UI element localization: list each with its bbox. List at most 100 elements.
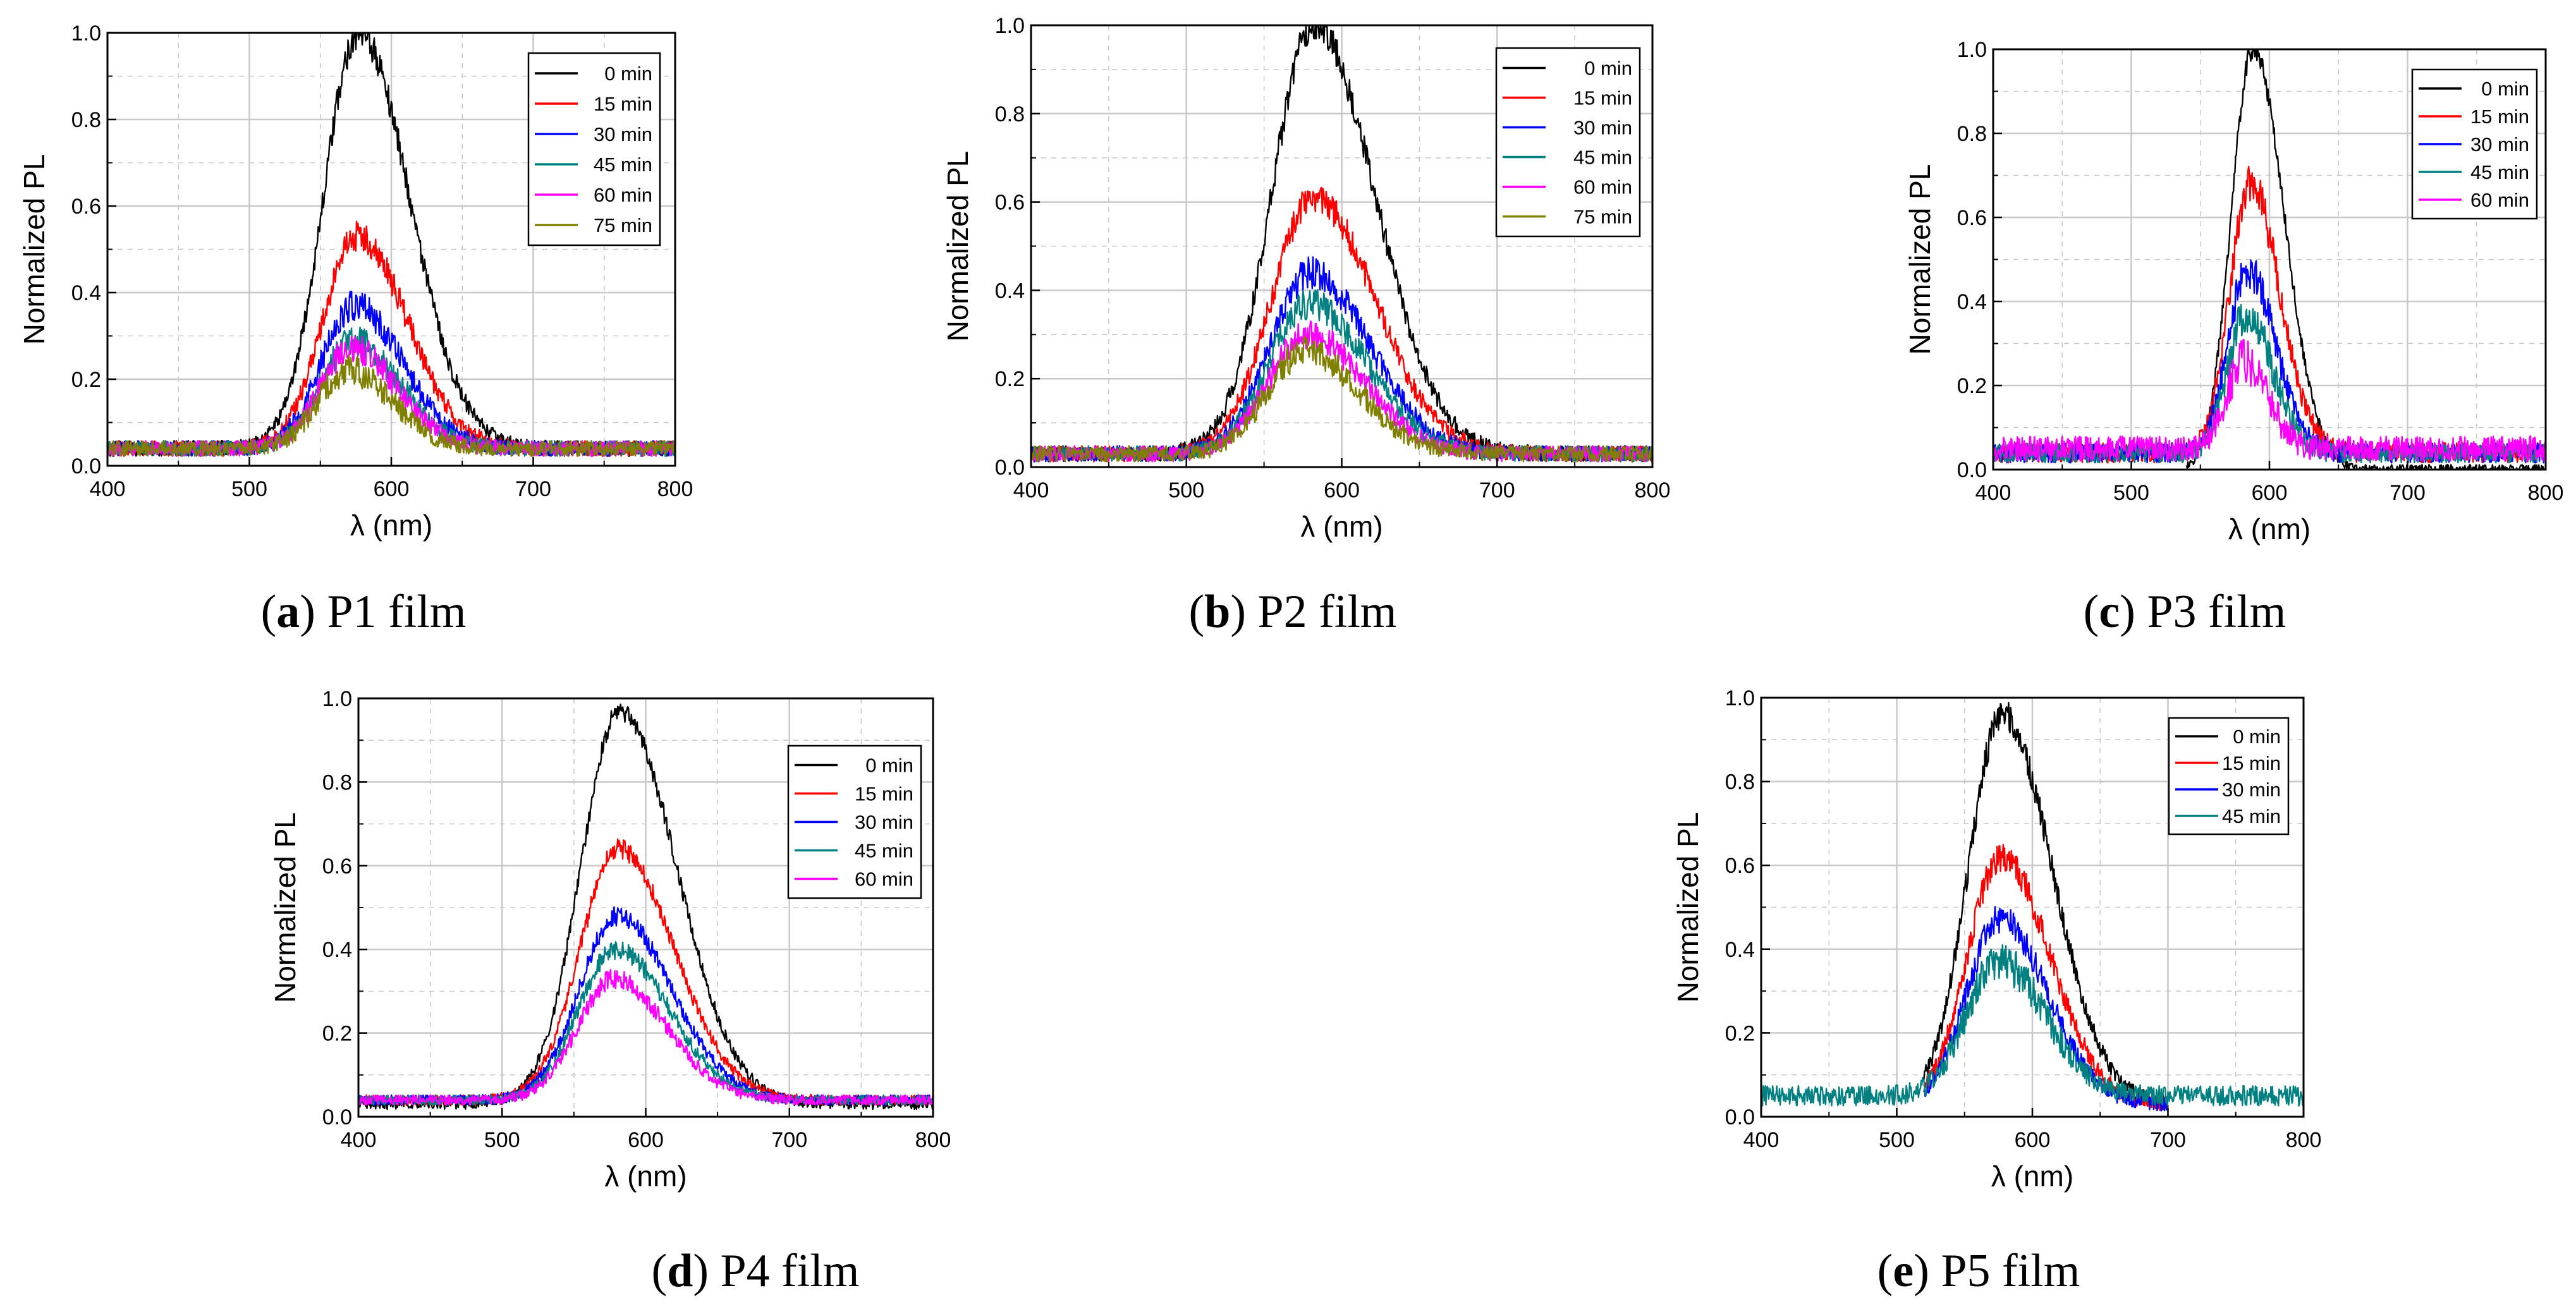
panel-caption-c: (c) P3 film xyxy=(2084,586,2286,638)
chart-panel-b: 400 500 600 700 800 0.0 0.2 0.4 0.6 0.8 1.0 λ (nm) N… xyxy=(941,14,1670,638)
y-axis-label: Normalized PL xyxy=(941,151,974,342)
caption-letter: e xyxy=(1893,1245,1914,1297)
series-line-75-min xyxy=(1031,336,1652,463)
series-line-45-min xyxy=(1031,289,1652,463)
caption-text: ) P5 film xyxy=(1914,1245,2080,1297)
y-tick-label: 0.4 xyxy=(995,279,1025,303)
caption-text: ) P4 film xyxy=(693,1245,859,1297)
legend-label: 15 min xyxy=(594,93,652,115)
panel-caption-b: (b) P2 film xyxy=(1189,586,1397,638)
x-tick-label: 600 xyxy=(2252,481,2288,505)
legend-label: 60 min xyxy=(1573,176,1632,198)
legend-label: 45 min xyxy=(594,154,652,176)
legend-label: 0 min xyxy=(1584,58,1632,80)
series-group-d xyxy=(358,703,933,1110)
x-axis-label: λ (nm) xyxy=(1300,510,1383,543)
legend-label: 45 min xyxy=(2222,805,2281,827)
series-group-e xyxy=(1761,702,2304,1112)
legend-e: 0 min 15 min 30 min 45 min xyxy=(2168,717,2290,836)
legend-label: 75 min xyxy=(594,214,652,236)
legend-c: 0 min 15 min 30 min 45 min 60 min xyxy=(2411,68,2538,220)
x-tick-label: 500 xyxy=(1879,1128,1915,1152)
y-tick-label: 0.6 xyxy=(71,195,101,219)
x-tick-label: 800 xyxy=(2286,1128,2322,1152)
y-tick-label: 0.8 xyxy=(1957,122,1987,146)
legend-label: 30 min xyxy=(2222,779,2281,801)
chart-panel-c: 400 500 600 700 800 0.0 0.2 0.4 0.6 0.8 1.0 λ (nm) N… xyxy=(1903,38,2563,638)
x-tick-label: 800 xyxy=(1635,478,1671,502)
y-tick-label: 0.6 xyxy=(1957,206,1987,230)
x-tick-label: 700 xyxy=(2390,481,2426,505)
y-tick-label: 0.2 xyxy=(71,368,101,392)
x-tick-label: 700 xyxy=(2150,1128,2186,1152)
y-tick-label: 0.6 xyxy=(322,854,352,878)
caption-letter: c xyxy=(2099,586,2120,638)
legend-a: 0 min 15 min 30 min 45 min 60 min 75 min xyxy=(527,52,661,246)
caption-text: ) P3 film xyxy=(2120,586,2286,638)
caption-letter: d xyxy=(667,1245,693,1297)
chart-panel-a: 400 500 600 700 800 0.0 0.2 0.4 0.6 0.8 1.0 λ (nm) N… xyxy=(18,21,693,638)
series-line-60-min xyxy=(358,969,933,1106)
caption-paren-open: ( xyxy=(261,586,277,638)
legend-label: 0 min xyxy=(604,63,652,85)
x-tick-label: 400 xyxy=(341,1128,377,1152)
y-tick-label: 0.8 xyxy=(322,770,352,794)
legend-label: 0 min xyxy=(2233,726,2281,748)
caption-paren-open: ( xyxy=(652,1245,668,1297)
x-axis-label: λ (nm) xyxy=(604,1160,687,1193)
y-tick-label: 0.8 xyxy=(71,108,101,132)
y-tick-label: 1.0 xyxy=(71,21,101,46)
chart-panel-e: 400 500 600 700 800 0.0 0.2 0.4 0.6 0.8 1.0 λ (nm) N… xyxy=(1671,686,2321,1297)
caption-paren-open: ( xyxy=(1189,586,1205,638)
y-axis-label: Normalized PL xyxy=(1671,812,1704,1003)
x-tick-label: 800 xyxy=(657,477,693,501)
y-tick-label: 0.2 xyxy=(995,367,1025,391)
x-tick-label: 500 xyxy=(484,1128,520,1152)
legend-label: 15 min xyxy=(1573,87,1632,109)
legend-label: 30 min xyxy=(594,123,652,145)
legend-label: 30 min xyxy=(855,812,913,834)
caption-text: ) P1 film xyxy=(300,586,466,638)
caption-letter: b xyxy=(1204,586,1230,638)
y-tick-label: 0.4 xyxy=(322,938,352,962)
legend-box xyxy=(527,52,661,246)
x-tick-label: 600 xyxy=(1324,478,1360,502)
x-tick-label: 600 xyxy=(628,1128,664,1152)
legend-b: 0 min 15 min 30 min 45 min 60 min 75 min xyxy=(1495,47,1641,238)
panel-caption-e: (e) P5 film xyxy=(1877,1245,2080,1297)
x-tick-label: 700 xyxy=(771,1128,807,1152)
x-tick-label: 500 xyxy=(1168,478,1204,502)
x-tick-label: 700 xyxy=(1479,478,1515,502)
x-axis-label: λ (nm) xyxy=(1991,1160,2073,1193)
y-tick-label: 0.0 xyxy=(995,456,1025,480)
x-tick-label: 500 xyxy=(231,477,267,501)
x-tick-label: 800 xyxy=(915,1128,951,1152)
y-tick-label: 0.0 xyxy=(322,1105,352,1129)
legend-label: 30 min xyxy=(2470,133,2529,155)
y-axis-label: Normalized PL xyxy=(18,154,51,345)
legend-label: 15 min xyxy=(2222,752,2281,774)
legend-label: 30 min xyxy=(1573,117,1632,139)
y-tick-label: 0.0 xyxy=(1725,1105,1755,1129)
y-tick-label: 0.2 xyxy=(322,1022,352,1046)
x-tick-label: 700 xyxy=(515,477,551,501)
caption-text: ) P2 film xyxy=(1230,586,1396,638)
legend-label: 45 min xyxy=(1573,147,1632,169)
y-tick-label: 0.2 xyxy=(1725,1021,1755,1045)
series-group-a xyxy=(107,33,675,458)
panel-caption-d: (d) P4 film xyxy=(652,1245,860,1297)
caption-paren-open: ( xyxy=(2084,586,2099,638)
legend-label: 75 min xyxy=(1573,206,1632,228)
legend-label: 60 min xyxy=(594,184,652,206)
x-tick-label: 400 xyxy=(1975,481,2011,505)
caption-letter: a xyxy=(276,586,300,638)
y-tick-label: 0.6 xyxy=(995,191,1025,215)
y-tick-label: 0.2 xyxy=(1957,374,1987,398)
x-tick-label: 600 xyxy=(374,477,410,501)
legend-label: 0 min xyxy=(2481,78,2529,100)
y-tick-label: 0.4 xyxy=(71,281,101,305)
x-axis-label: λ (nm) xyxy=(2228,513,2310,545)
y-tick-label: 0.0 xyxy=(71,454,101,478)
legend-label: 15 min xyxy=(2470,106,2529,128)
y-tick-label: 1.0 xyxy=(1957,38,1987,62)
